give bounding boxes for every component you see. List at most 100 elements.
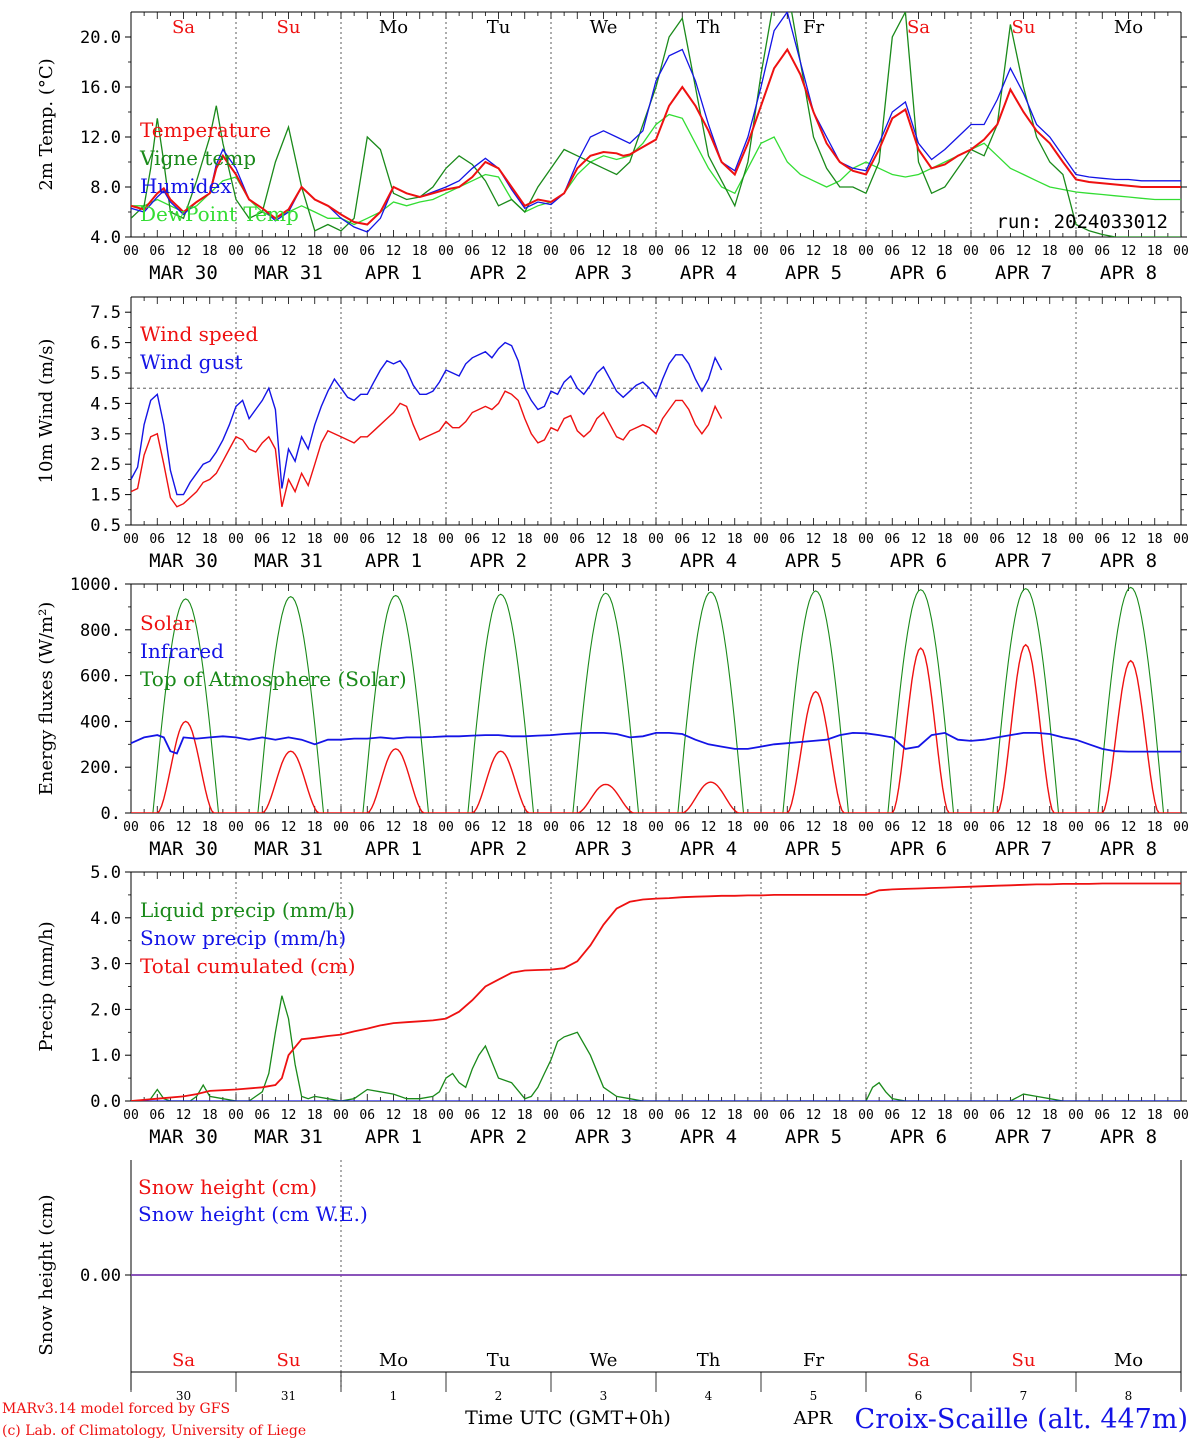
hour-tick-label: 06 xyxy=(674,532,690,547)
hour-tick-label: 00 xyxy=(123,244,139,259)
day-number-label: 30 xyxy=(176,1389,191,1403)
day-number-label: 3 xyxy=(600,1389,608,1403)
hour-tick-label: 18 xyxy=(307,532,323,547)
hour-tick-label: 06 xyxy=(464,532,480,547)
date-label: MAR 31 xyxy=(254,550,323,572)
hour-tick-label: 06 xyxy=(779,820,795,835)
hour-tick-label: 18 xyxy=(937,244,953,259)
y-axis-label: 10m Wind (m/s) xyxy=(36,339,57,484)
hour-tick-label: 06 xyxy=(254,244,270,259)
toa-curve xyxy=(341,594,446,813)
date-label: APR 1 xyxy=(365,550,422,572)
solar-curve xyxy=(866,647,971,813)
y-tick-label: 1.5 xyxy=(90,486,121,506)
hour-tick-label: 12 xyxy=(1121,244,1137,259)
hour-tick-label: 00 xyxy=(648,820,664,835)
hour-tick-label: 00 xyxy=(858,532,874,547)
hour-tick-label: 12 xyxy=(806,1108,822,1123)
hour-tick-label: 06 xyxy=(989,820,1005,835)
hour-tick-label: 06 xyxy=(569,1108,585,1123)
day-number-label: 6 xyxy=(915,1389,923,1403)
hour-tick-label: 00 xyxy=(438,1108,454,1123)
hour-tick-label: 12 xyxy=(806,244,822,259)
date-label: APR 2 xyxy=(470,1126,527,1148)
date-label: APR 1 xyxy=(365,1126,422,1148)
hour-tick-label: 00 xyxy=(333,1108,349,1123)
day-abbr-label: Tu xyxy=(487,17,511,38)
hour-tick-label: 00 xyxy=(123,532,139,547)
hour-tick-label: 18 xyxy=(832,820,848,835)
hour-tick-label: 12 xyxy=(281,820,297,835)
day-number-label: 1 xyxy=(390,1389,398,1403)
hour-tick-label: 18 xyxy=(622,244,638,259)
hour-tick-label: 06 xyxy=(989,532,1005,547)
date-label: APR 8 xyxy=(1100,262,1157,284)
date-label: APR 3 xyxy=(575,838,632,860)
hour-tick-label: 00 xyxy=(648,532,664,547)
date-label: APR 4 xyxy=(680,838,737,860)
hour-tick-label: 12 xyxy=(911,1108,927,1123)
y-tick-label: 400. xyxy=(80,712,121,732)
y-tick-label: 3.0 xyxy=(90,955,121,975)
date-label: MAR 31 xyxy=(254,838,323,860)
hour-tick-label: 00 xyxy=(1173,1108,1189,1123)
y-tick-label: 3.5 xyxy=(90,425,121,445)
hour-tick-label: 18 xyxy=(1147,532,1163,547)
hour-tick-label: 00 xyxy=(228,244,244,259)
hour-tick-label: 00 xyxy=(228,820,244,835)
legend-entry: Temperature xyxy=(140,118,271,142)
hour-tick-label: 06 xyxy=(1094,532,1110,547)
date-label: APR 4 xyxy=(680,262,737,284)
day-abbr-label: Mo xyxy=(379,17,408,38)
date-label: APR 8 xyxy=(1100,550,1157,572)
date-label: APR 6 xyxy=(890,262,947,284)
hour-tick-label: 18 xyxy=(412,820,428,835)
legend-entry: Humidex xyxy=(140,174,232,198)
hour-tick-label: 12 xyxy=(596,820,612,835)
legend-entry: Infrared xyxy=(140,639,224,663)
day-number-label: 31 xyxy=(281,1389,296,1403)
hour-tick-label: 00 xyxy=(123,820,139,835)
hour-tick-label: 06 xyxy=(779,244,795,259)
legend-entry: Wind gust xyxy=(140,350,243,374)
solar-curve xyxy=(761,690,866,813)
hour-tick-label: 18 xyxy=(412,1108,428,1123)
temp-series-line xyxy=(131,12,1181,237)
hour-tick-label: 12 xyxy=(701,244,717,259)
hour-tick-label: 06 xyxy=(989,1108,1005,1123)
hour-tick-label: 18 xyxy=(517,244,533,259)
hour-tick-label: 00 xyxy=(543,532,559,547)
hour-tick-label: 18 xyxy=(937,532,953,547)
hour-tick-label: 12 xyxy=(701,532,717,547)
hour-tick-label: 12 xyxy=(491,532,507,547)
hour-tick-label: 12 xyxy=(386,244,402,259)
toa-curve xyxy=(656,591,761,813)
day-number-label: 4 xyxy=(705,1389,713,1403)
hour-tick-label: 06 xyxy=(1094,244,1110,259)
y-tick-label: 1000. xyxy=(70,575,121,595)
hour-tick-label: 06 xyxy=(149,244,165,259)
y-tick-label: 4.5 xyxy=(90,394,121,414)
date-label: APR 8 xyxy=(1100,838,1157,860)
hour-tick-label: 12 xyxy=(806,820,822,835)
hour-tick-label: 00 xyxy=(858,244,874,259)
hour-tick-label: 00 xyxy=(648,1108,664,1123)
hour-tick-label: 12 xyxy=(911,532,927,547)
hour-tick-label: 12 xyxy=(176,532,192,547)
solar-curve xyxy=(551,783,656,813)
wind-series-line xyxy=(131,390,723,508)
day-abbr-label: Sa xyxy=(907,17,930,38)
hour-tick-label: 12 xyxy=(701,1108,717,1123)
hour-tick-label: 00 xyxy=(1068,532,1084,547)
temp-series-line xyxy=(131,47,1181,226)
y-tick-label: 2.0 xyxy=(90,1000,121,1020)
hour-tick-label: 18 xyxy=(937,1108,953,1123)
hour-tick-label: 00 xyxy=(648,244,664,259)
hour-tick-label: 06 xyxy=(884,532,900,547)
hour-tick-label: 18 xyxy=(727,1108,743,1123)
day-abbr-label: Su xyxy=(1012,1350,1036,1371)
hour-tick-label: 06 xyxy=(254,532,270,547)
date-label: MAR 30 xyxy=(149,550,218,572)
hour-tick-label: 00 xyxy=(753,244,769,259)
hour-tick-label: 18 xyxy=(622,820,638,835)
